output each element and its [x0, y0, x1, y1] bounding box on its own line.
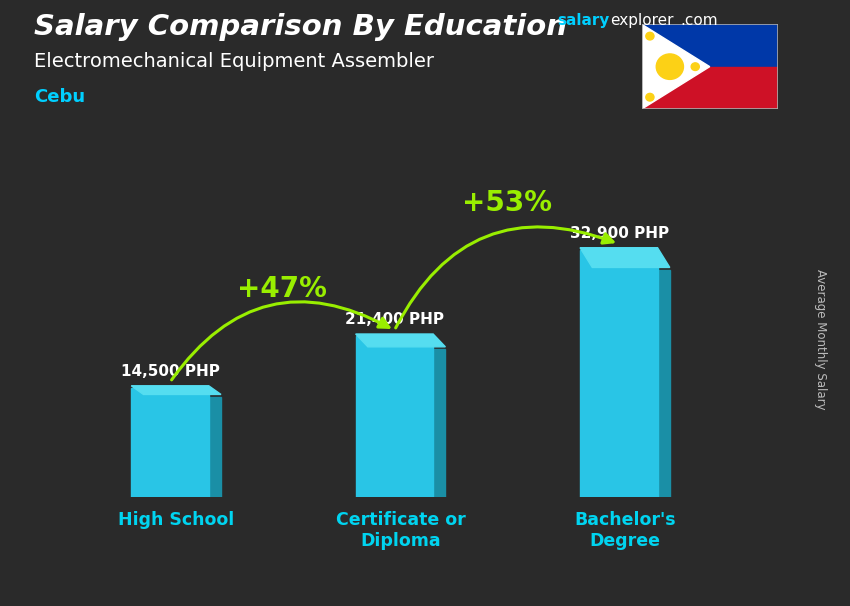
- Text: High School: High School: [118, 511, 235, 530]
- Text: 14,500 PHP: 14,500 PHP: [121, 364, 220, 379]
- Circle shape: [646, 32, 654, 40]
- Polygon shape: [580, 248, 670, 267]
- Text: Certificate or
Diploma: Certificate or Diploma: [336, 511, 466, 550]
- Text: Bachelor's
Degree: Bachelor's Degree: [574, 511, 676, 550]
- Bar: [642, 67, 778, 109]
- Text: explorer: explorer: [610, 13, 674, 28]
- Polygon shape: [355, 334, 445, 347]
- Text: Electromechanical Equipment Assembler: Electromechanical Equipment Assembler: [34, 52, 434, 70]
- Text: Cebu: Cebu: [34, 88, 85, 106]
- Text: 32,900 PHP: 32,900 PHP: [570, 226, 669, 241]
- Bar: [580, 250, 658, 497]
- Text: 21,400 PHP: 21,400 PHP: [345, 312, 445, 327]
- Bar: [658, 270, 670, 497]
- Text: Salary Comparison By Education: Salary Comparison By Education: [34, 13, 567, 41]
- Bar: [131, 388, 209, 497]
- Polygon shape: [642, 24, 710, 109]
- Circle shape: [646, 93, 654, 101]
- Bar: [642, 24, 778, 67]
- Bar: [209, 397, 221, 497]
- Text: +47%: +47%: [237, 275, 327, 304]
- Text: Average Monthly Salary: Average Monthly Salary: [813, 269, 827, 410]
- Text: salary: salary: [557, 13, 609, 28]
- Bar: [434, 349, 445, 497]
- Text: +53%: +53%: [462, 189, 552, 217]
- Bar: [355, 336, 434, 497]
- Text: .com: .com: [680, 13, 717, 28]
- Circle shape: [691, 63, 700, 70]
- Polygon shape: [131, 386, 221, 395]
- Circle shape: [656, 54, 683, 79]
